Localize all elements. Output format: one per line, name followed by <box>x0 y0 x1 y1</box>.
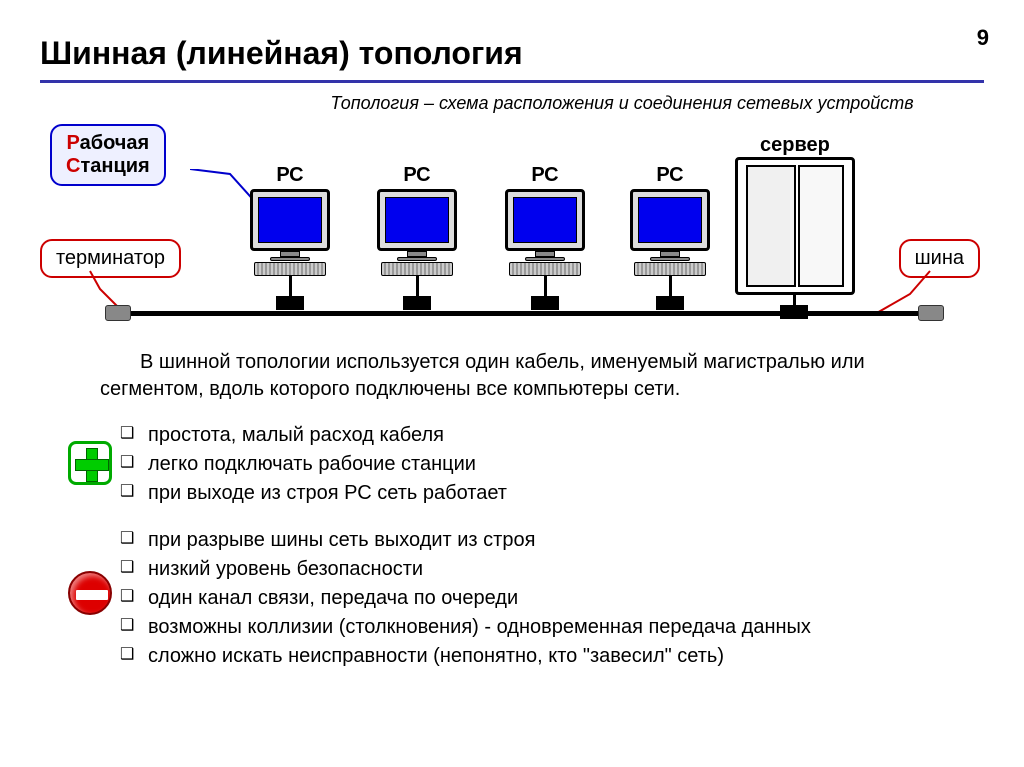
monitor-icon <box>250 189 330 251</box>
keyboard-icon <box>634 262 706 276</box>
workstation: РС <box>490 164 600 310</box>
list-item: низкий уровень безопасности <box>120 555 984 584</box>
keyboard-icon <box>254 262 326 276</box>
list-item: при выходе из строя РС сеть работает <box>120 479 984 508</box>
workstation: РС <box>235 164 345 310</box>
pc-label: РС <box>362 164 472 187</box>
pc-label: РС <box>235 164 345 187</box>
topology-diagram: Рабочая Станция терминатор шина сервер Р… <box>40 119 980 329</box>
cons-block: при разрыве шины сеть выходит из строяни… <box>60 526 984 671</box>
slide-title: Шинная (линейная) топология <box>40 35 984 72</box>
list-item: простота, малый расход кабеля <box>120 421 984 450</box>
workstation: РС <box>362 164 472 310</box>
list-item: при разрыве шины сеть выходит из строя <box>120 526 984 555</box>
list-item: возможны коллизии (столкновения) - однов… <box>120 613 984 642</box>
terminator-left <box>105 305 131 321</box>
subtitle: Топология – схема расположения и соедине… <box>260 93 984 114</box>
keyboard-icon <box>509 262 581 276</box>
pc-label: РС <box>615 164 725 187</box>
server-label: сервер <box>760 134 830 157</box>
keyboard-icon <box>381 262 453 276</box>
bus-line <box>125 311 920 316</box>
plus-icon <box>68 441 112 485</box>
list-item: сложно искать неисправности (непонятно, … <box>120 642 984 671</box>
page-number: 9 <box>977 25 989 51</box>
pros-list: простота, малый расход кабелялегко подкл… <box>120 421 984 508</box>
cons-list: при разрыве шины сеть выходит из строяни… <box>120 526 984 671</box>
monitor-icon <box>377 189 457 251</box>
list-item: легко подключать рабочие станции <box>120 450 984 479</box>
workstation: РС <box>615 164 725 310</box>
monitor-icon <box>505 189 585 251</box>
callout-workstation: Рабочая Станция <box>50 124 166 186</box>
description-text: В шинной топологии используется один каб… <box>100 349 954 403</box>
pc-label: РС <box>490 164 600 187</box>
terminator-right <box>918 305 944 321</box>
pros-block: простота, малый расход кабелялегко подкл… <box>60 421 984 508</box>
title-underline <box>40 80 984 83</box>
server-icon <box>735 157 855 295</box>
monitor-icon <box>630 189 710 251</box>
list-item: один канал связи, передача по очереди <box>120 584 984 613</box>
minus-icon <box>68 571 112 615</box>
